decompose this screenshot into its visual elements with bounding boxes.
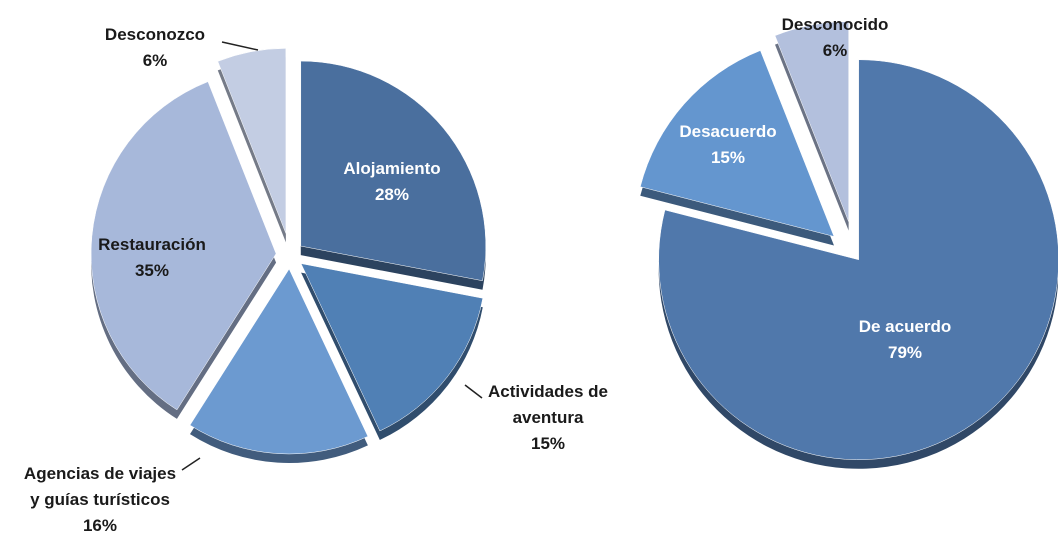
leader-line <box>181 457 201 471</box>
value-label: 6% <box>142 51 168 70</box>
slice-label: Agencias de viajes y guías turísticos 16% <box>24 461 176 539</box>
slice-label: Alojamiento 28% <box>343 156 440 208</box>
slice-label: Actividades de aventura 15% <box>488 379 608 457</box>
leader-line <box>464 384 483 399</box>
value-label: 6% <box>822 41 848 60</box>
slice-label: Desacuerdo 15% <box>679 119 776 171</box>
slice <box>300 60 487 282</box>
category-label: Desconozco <box>104 25 206 44</box>
category-label: Alojamiento <box>343 159 441 178</box>
category-label: Desacuerdo <box>679 122 777 141</box>
slice <box>300 263 484 432</box>
value-label: 35% <box>134 261 170 280</box>
leader-line <box>221 41 259 51</box>
slice <box>658 59 1058 460</box>
slice <box>90 81 277 411</box>
slice-label: Restauración 35% <box>98 232 206 284</box>
value-label: 15% <box>530 434 566 453</box>
value-label: 28% <box>374 185 410 204</box>
slice <box>217 48 287 234</box>
category-label: Desconocido <box>781 15 889 34</box>
category-label: De acuerdo <box>858 317 952 336</box>
slice-label: De acuerdo 79% <box>859 314 952 366</box>
slice-label: Desconocido 6% <box>782 12 889 64</box>
slice <box>774 21 849 222</box>
category-label: Agencias de viajes y guías turísticos <box>23 464 177 509</box>
value-label: 15% <box>710 148 746 167</box>
category-label: Restauración <box>98 235 206 254</box>
value-label: 16% <box>82 516 118 535</box>
value-label: 79% <box>887 343 923 362</box>
slice <box>189 268 369 455</box>
slice <box>639 50 835 237</box>
category-label: Actividades de aventura <box>488 382 608 427</box>
slice-label: Desconozco 6% <box>105 22 205 74</box>
